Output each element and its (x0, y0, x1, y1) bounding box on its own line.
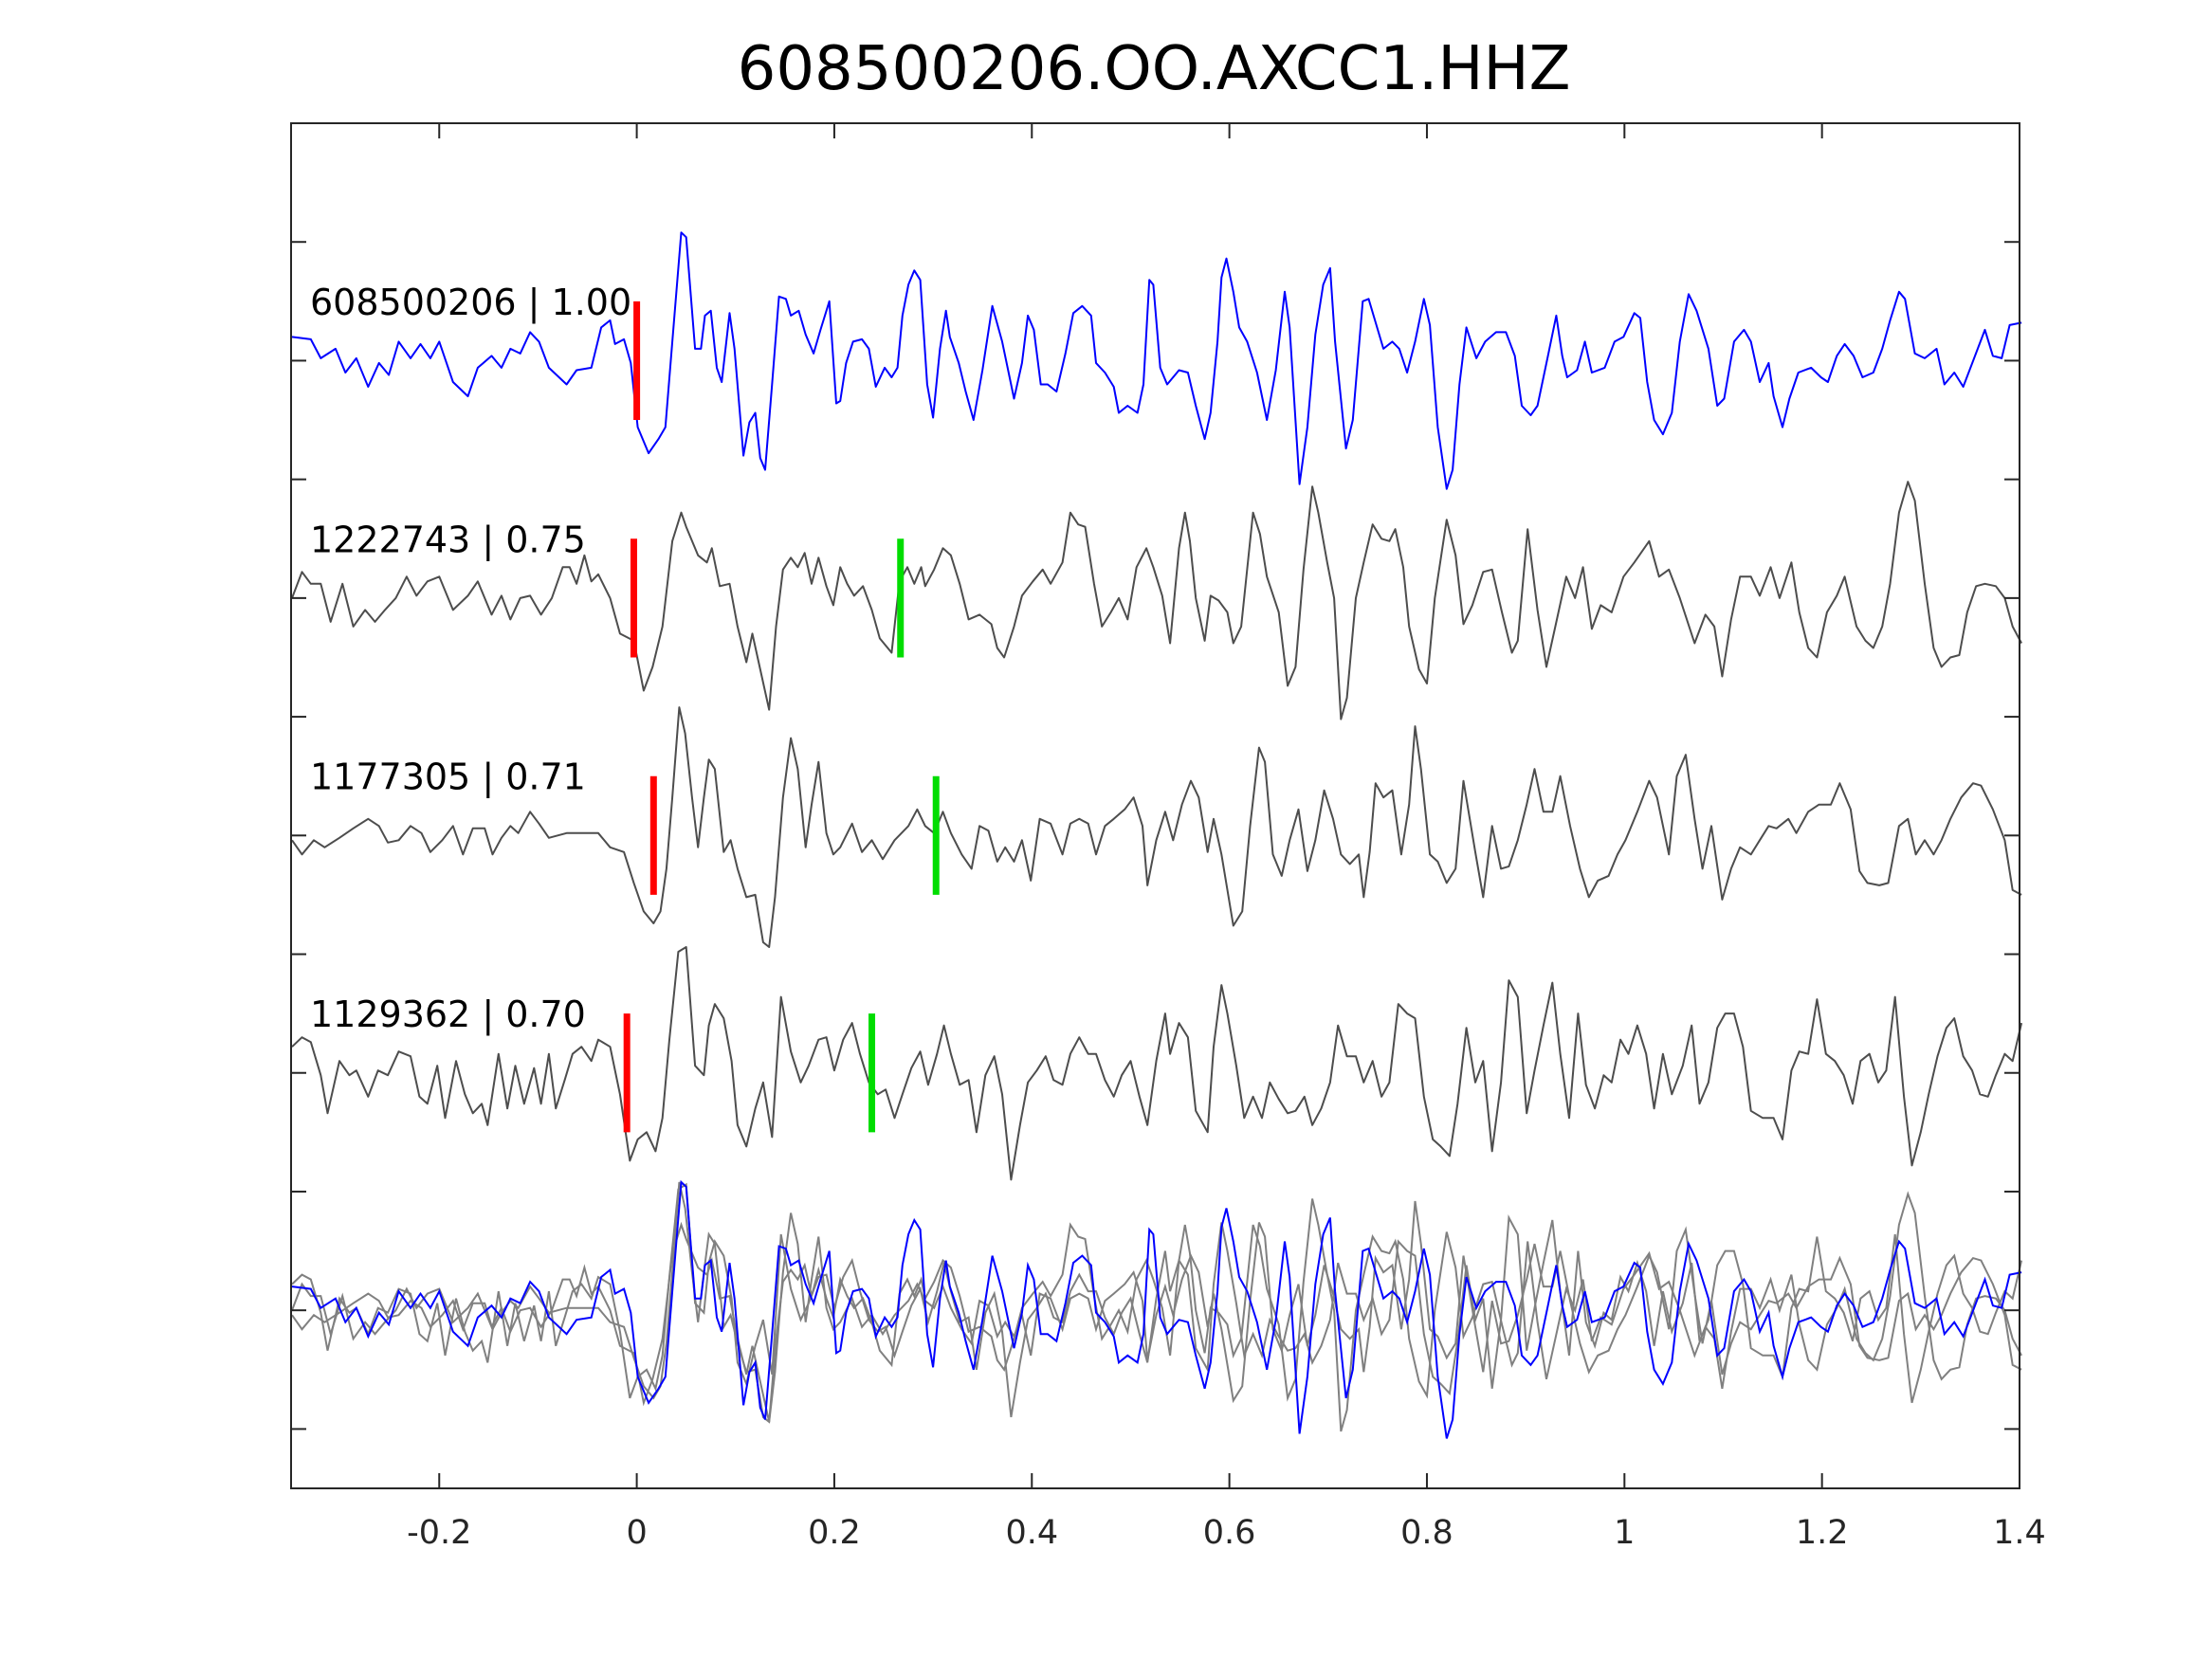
axes: -0.2 0 0.2 0.4 0.6 0.8 1 1.2 1.4 (290, 122, 2046, 1552)
x-tick-label: 0.2 (808, 1514, 861, 1552)
plot-area (291, 231, 2023, 1439)
x-tick-label: 1.2 (1796, 1514, 1849, 1552)
x-tick-label: 0.4 (1005, 1514, 1058, 1552)
x-tick-label: 0 (626, 1514, 647, 1552)
overlay-template-trace (291, 1179, 2022, 1439)
waveform-trace (291, 231, 2022, 490)
chart-title: 608500206.OO.AXCC1.HHZ (738, 34, 1571, 104)
x-tick-label: -0.2 (407, 1514, 471, 1552)
trace-label: 1177305 | 0.71 (310, 757, 586, 799)
axes-box (290, 122, 2020, 1489)
x-tick-label: 1.4 (1993, 1514, 2046, 1552)
waveform-trace (291, 481, 2022, 720)
trace-label: 1129362 | 0.70 (310, 994, 586, 1036)
overlay-trace (291, 1181, 2022, 1424)
trace-label: 1222743 | 0.75 (310, 519, 586, 561)
overlay-trace (291, 1182, 2023, 1418)
waveform-trace (291, 946, 2023, 1181)
trace-labels: 608500206 | 1.00 1222743 | 0.75 1177305 … (310, 282, 631, 1036)
x-tick-label: 1 (1614, 1514, 1635, 1552)
x-tick-label: 0.8 (1400, 1514, 1453, 1552)
trace-label: 608500206 | 1.00 (310, 282, 631, 324)
x-tick-label: 0.6 (1203, 1514, 1256, 1552)
waveform-trace (291, 706, 2022, 948)
